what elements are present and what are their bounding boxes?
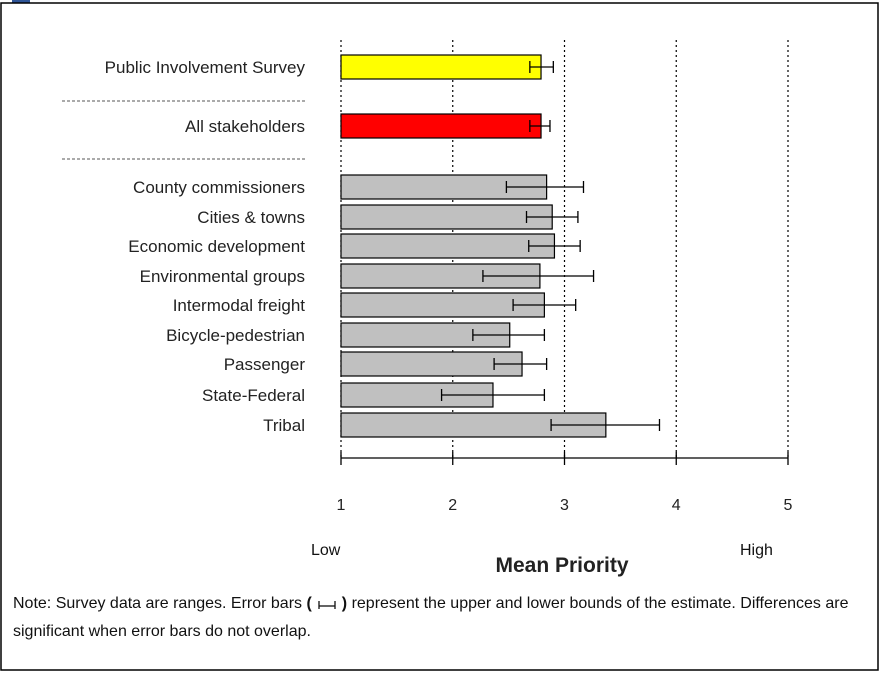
category-label: Tribal bbox=[263, 416, 305, 435]
x-tick-label: 5 bbox=[784, 497, 793, 514]
error-bar bbox=[550, 419, 661, 431]
x-axis: 1 2 3 4 5 bbox=[337, 452, 793, 514]
error-bar-icon bbox=[318, 600, 336, 609]
x-end-label-high: High bbox=[740, 542, 773, 559]
category-label: Intermodal freight bbox=[173, 296, 306, 315]
category-label: Bicycle-pedestrian bbox=[166, 326, 305, 345]
category-label: Passenger bbox=[224, 355, 306, 374]
x-axis-title: Mean Priority bbox=[495, 554, 628, 577]
x-tick-label: 4 bbox=[672, 497, 681, 514]
header-fragment bbox=[12, 0, 30, 3]
error-bar bbox=[525, 211, 579, 223]
error-bar bbox=[505, 181, 585, 193]
x-tick-label: 1 bbox=[337, 497, 346, 514]
note-paren-close: ) bbox=[341, 595, 348, 612]
bar bbox=[340, 113, 542, 139]
bar bbox=[340, 351, 523, 377]
category-label: Public Involvement Survey bbox=[105, 58, 306, 77]
category-label: Economic development bbox=[128, 237, 305, 256]
error-bar bbox=[440, 389, 546, 401]
note-prefix: Note: Survey data are ranges. Error bars bbox=[13, 595, 307, 612]
category-label: Environmental groups bbox=[140, 267, 305, 286]
category-labels: Public Involvement Survey All stakeholder… bbox=[105, 58, 306, 435]
note-paren-open: ( bbox=[306, 595, 312, 612]
category-label: All stakeholders bbox=[185, 117, 305, 136]
error-bar bbox=[529, 120, 551, 132]
note-suffix: represent the upper and lower bounds of … bbox=[13, 595, 849, 640]
x-tick-label: 2 bbox=[448, 497, 457, 514]
error-bar bbox=[528, 240, 581, 252]
bar bbox=[340, 54, 542, 80]
bar bbox=[340, 292, 545, 318]
bars-group bbox=[340, 54, 661, 438]
footnote: Note: Survey data are ranges. Error bars… bbox=[13, 590, 875, 646]
error-bar bbox=[512, 299, 577, 311]
category-label: State-Federal bbox=[202, 386, 305, 405]
bar bbox=[340, 233, 556, 259]
error-bar bbox=[493, 358, 548, 370]
error-bar bbox=[472, 329, 546, 341]
x-tick-label: 3 bbox=[560, 497, 569, 514]
category-label: County commissioners bbox=[133, 178, 305, 197]
error-bar bbox=[482, 270, 595, 282]
error-bar bbox=[529, 61, 554, 73]
x-end-label-low: Low bbox=[311, 542, 341, 559]
bar bbox=[340, 204, 553, 230]
category-label: Cities & towns bbox=[197, 208, 305, 227]
